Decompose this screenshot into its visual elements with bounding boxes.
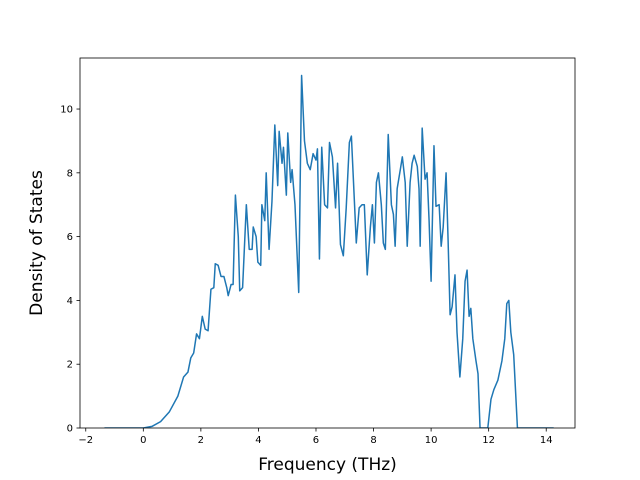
x-tick-label: 12 xyxy=(482,435,495,446)
x-tick-label: 6 xyxy=(313,435,319,446)
plot-frame xyxy=(79,57,576,429)
y-tick-label: 8 xyxy=(67,168,73,179)
y-tick-label: 10 xyxy=(60,105,73,116)
x-tick-label: 8 xyxy=(370,435,376,446)
x-tick-label: 4 xyxy=(255,435,261,446)
y-tick-label: 4 xyxy=(67,296,73,307)
y-tick-label: 6 xyxy=(67,232,73,243)
x-tick-label: −2 xyxy=(78,435,93,446)
x-tick-label: 10 xyxy=(425,435,438,446)
line-series xyxy=(104,74,554,428)
y-tick-label: 0 xyxy=(67,424,73,435)
y-axis-label: Density of States xyxy=(27,170,47,316)
x-tick-label: 2 xyxy=(198,435,204,446)
x-tick-label: 14 xyxy=(540,435,553,446)
x-axis-label: Frequency (THz) xyxy=(258,455,397,475)
x-tick-label: 0 xyxy=(140,435,146,446)
y-tick-label: 2 xyxy=(67,360,73,371)
